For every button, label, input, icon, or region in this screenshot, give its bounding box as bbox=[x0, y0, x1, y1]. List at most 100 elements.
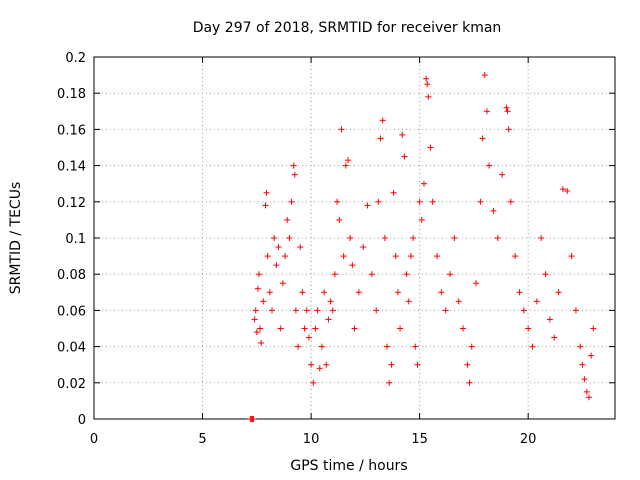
data-point bbox=[583, 388, 590, 395]
y-tick-label: 0.06 bbox=[57, 304, 86, 319]
data-point bbox=[420, 180, 427, 187]
data-point bbox=[551, 334, 558, 341]
data-point bbox=[405, 298, 412, 305]
data-point bbox=[538, 235, 545, 241]
data-point bbox=[336, 216, 343, 223]
data-point bbox=[264, 253, 271, 260]
data-point bbox=[379, 117, 386, 124]
data-point bbox=[258, 339, 265, 346]
data-point bbox=[303, 307, 310, 314]
data-point bbox=[269, 307, 276, 314]
data-point bbox=[499, 171, 506, 178]
data-point bbox=[381, 235, 388, 241]
chart-title: Day 297 of 2018, SRMTID for receiver kma… bbox=[193, 20, 502, 36]
data-point bbox=[368, 271, 375, 278]
data-point bbox=[310, 379, 317, 386]
data-point bbox=[254, 285, 261, 292]
data-point bbox=[266, 289, 273, 296]
data-point bbox=[288, 198, 295, 205]
x-tick-label: 0 bbox=[90, 432, 98, 447]
data-point bbox=[257, 325, 264, 332]
data-point bbox=[555, 289, 562, 296]
data-point bbox=[291, 171, 298, 178]
data-point bbox=[473, 280, 480, 287]
data-point bbox=[490, 207, 497, 214]
data-point bbox=[384, 343, 391, 350]
y-axis-title: SRMTID / TECUs bbox=[8, 182, 24, 295]
data-point bbox=[318, 343, 325, 350]
data-point bbox=[414, 361, 421, 368]
data-point bbox=[325, 316, 332, 323]
data-point bbox=[483, 108, 490, 115]
y-tick-label: 0.08 bbox=[57, 268, 86, 283]
y-tick-label: 0.04 bbox=[57, 341, 86, 356]
data-point bbox=[250, 416, 257, 422]
data-point bbox=[447, 271, 454, 278]
data-point bbox=[286, 235, 293, 241]
data-point bbox=[364, 202, 371, 209]
data-points bbox=[247, 72, 597, 422]
y-tick-label: 0.2 bbox=[65, 51, 86, 66]
data-point bbox=[342, 162, 349, 169]
data-point bbox=[312, 325, 319, 332]
data-point bbox=[349, 262, 356, 269]
data-point bbox=[403, 271, 410, 278]
data-point bbox=[284, 216, 291, 223]
data-point bbox=[316, 365, 323, 372]
x-tick-label: 5 bbox=[198, 432, 206, 447]
data-point bbox=[494, 235, 501, 241]
data-point bbox=[314, 307, 321, 314]
data-point bbox=[468, 343, 475, 350]
data-point bbox=[512, 253, 519, 260]
data-point bbox=[331, 271, 338, 278]
data-point bbox=[299, 289, 306, 296]
x-tick-label: 10 bbox=[303, 432, 320, 447]
x-tick-labels: 0 5 10 15 20 bbox=[90, 432, 537, 447]
data-point bbox=[568, 253, 575, 260]
data-point bbox=[581, 376, 588, 383]
data-point bbox=[347, 235, 354, 241]
data-point bbox=[275, 244, 282, 251]
data-point bbox=[253, 329, 260, 336]
data-point bbox=[590, 325, 597, 332]
data-point bbox=[442, 307, 449, 314]
data-point bbox=[290, 162, 297, 169]
data-point bbox=[323, 361, 330, 368]
data-point bbox=[344, 157, 351, 164]
data-point bbox=[297, 244, 304, 251]
data-point bbox=[401, 153, 408, 160]
data-point bbox=[412, 343, 419, 350]
data-point bbox=[504, 108, 511, 115]
data-point bbox=[340, 253, 347, 260]
data-point bbox=[479, 135, 486, 142]
data-point bbox=[262, 202, 269, 209]
data-point bbox=[301, 325, 308, 332]
x-tick-label: 20 bbox=[520, 432, 537, 447]
data-point bbox=[429, 198, 436, 205]
y-tick-label: 0.18 bbox=[57, 87, 86, 102]
data-point bbox=[438, 289, 445, 296]
data-point bbox=[388, 361, 395, 368]
data-point bbox=[295, 343, 302, 350]
data-point bbox=[433, 253, 440, 260]
data-point bbox=[427, 144, 434, 151]
data-point bbox=[260, 298, 267, 305]
data-point bbox=[481, 72, 488, 79]
data-point bbox=[486, 162, 493, 169]
data-point bbox=[533, 298, 540, 305]
data-point bbox=[460, 325, 467, 332]
data-point bbox=[425, 93, 432, 100]
data-point bbox=[360, 244, 367, 251]
data-point bbox=[375, 198, 382, 205]
data-point bbox=[292, 307, 299, 314]
data-point bbox=[525, 325, 532, 332]
data-point bbox=[577, 343, 584, 350]
data-point bbox=[282, 253, 289, 260]
data-point bbox=[466, 379, 473, 386]
data-point bbox=[546, 316, 553, 323]
data-point bbox=[279, 280, 286, 287]
data-point bbox=[520, 307, 527, 314]
x-axis-title: GPS time / hours bbox=[290, 458, 407, 474]
